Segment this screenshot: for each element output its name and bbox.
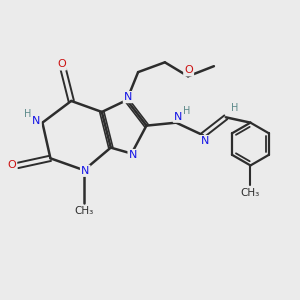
Text: H: H [183, 106, 190, 116]
Text: O: O [184, 65, 193, 75]
Text: H: H [231, 103, 238, 113]
Text: N: N [200, 136, 209, 146]
Text: H: H [24, 109, 31, 119]
Text: CH₃: CH₃ [241, 188, 260, 197]
Text: CH₃: CH₃ [74, 206, 94, 216]
Text: N: N [124, 92, 132, 102]
Text: N: N [81, 166, 89, 176]
Text: O: O [57, 59, 66, 69]
Text: O: O [8, 160, 16, 170]
Text: N: N [129, 150, 137, 160]
Text: N: N [174, 112, 182, 122]
Text: N: N [32, 116, 40, 127]
